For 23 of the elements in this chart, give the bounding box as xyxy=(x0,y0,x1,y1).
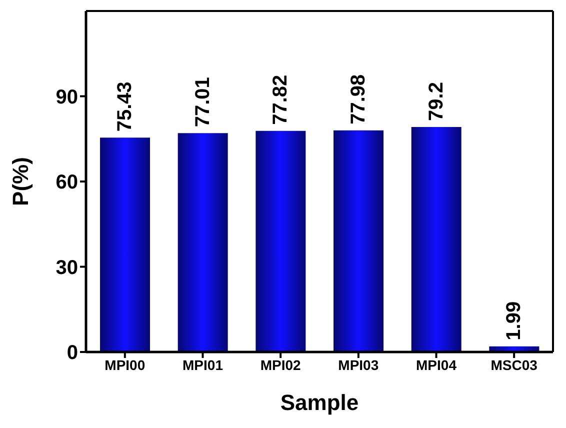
data-label: 77.82 xyxy=(270,74,292,125)
y-tick-label: 60 xyxy=(56,172,78,194)
y-tick-label: 0 xyxy=(66,342,78,364)
y-axis-title: P(%) xyxy=(8,157,33,206)
bar xyxy=(411,126,462,352)
x-tick-label: MPI00 xyxy=(104,356,146,373)
bar xyxy=(178,133,228,352)
data-label: 77.98 xyxy=(348,74,370,124)
data-label: 1.99 xyxy=(503,301,526,340)
bar xyxy=(334,130,384,352)
y-tick-label: 90 xyxy=(56,86,78,108)
bar xyxy=(256,130,306,352)
data-label: 75.43 xyxy=(114,82,136,132)
y-tick-label: 30 xyxy=(56,256,78,279)
x-tick-label: MPI03 xyxy=(338,356,379,373)
data-label: 79.2 xyxy=(425,82,448,121)
bar xyxy=(100,138,150,352)
x-axis-title: Sample xyxy=(280,390,359,415)
x-tick-label: MPI01 xyxy=(182,356,224,373)
x-tick-label: MPI04 xyxy=(416,356,457,373)
x-tick-label: MSC03 xyxy=(490,356,538,373)
data-label: 77.01 xyxy=(192,77,214,128)
x-tick-label: MPI02 xyxy=(260,356,302,373)
